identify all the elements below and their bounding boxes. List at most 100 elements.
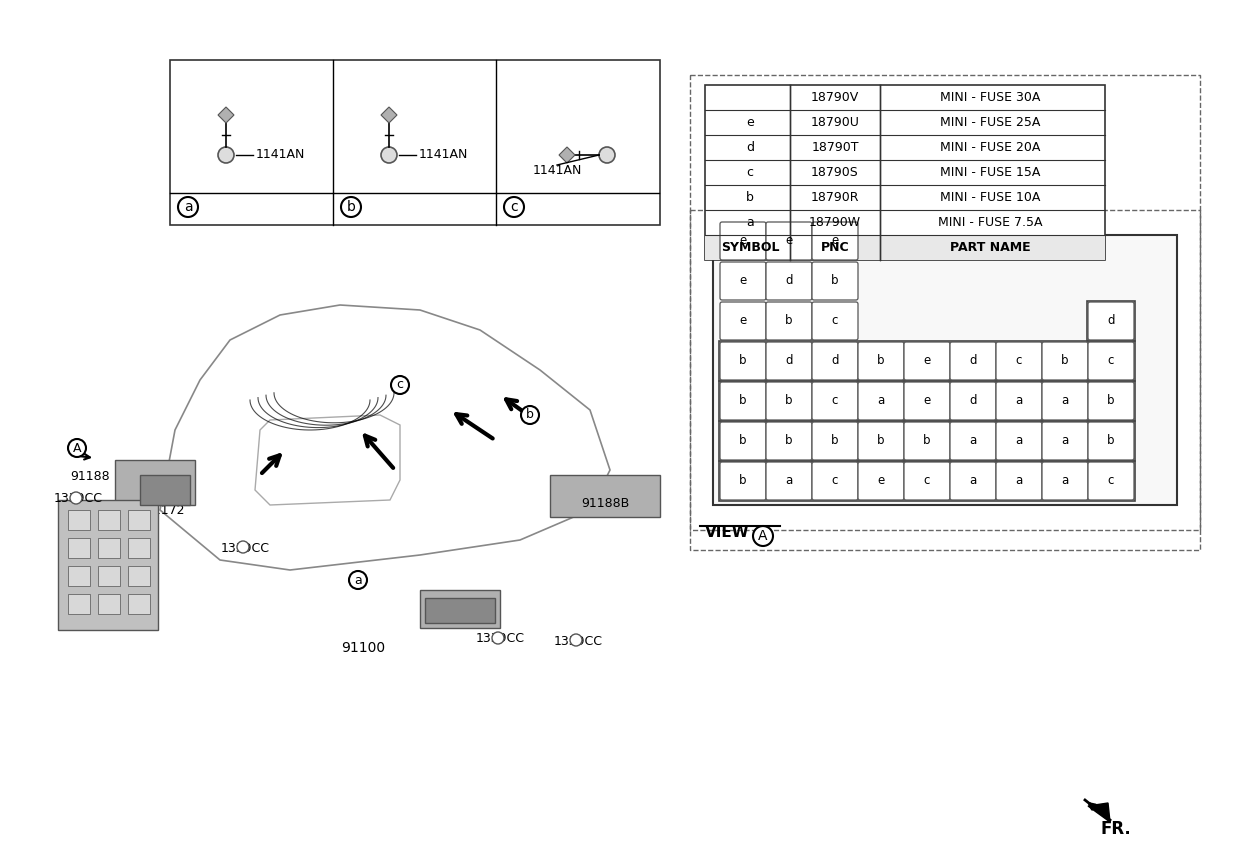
Text: a: a <box>1061 394 1069 408</box>
Text: b: b <box>924 434 931 448</box>
Text: a: a <box>878 394 884 408</box>
Text: c: c <box>510 200 518 214</box>
Bar <box>128 538 150 558</box>
Bar <box>551 475 660 517</box>
Bar <box>68 594 91 614</box>
FancyBboxPatch shape <box>858 382 904 420</box>
Text: b: b <box>785 394 792 408</box>
FancyBboxPatch shape <box>950 422 996 460</box>
Text: 91188B: 91188B <box>580 497 629 510</box>
Bar <box>140 475 190 505</box>
FancyBboxPatch shape <box>996 422 1042 460</box>
FancyBboxPatch shape <box>766 262 812 300</box>
FancyBboxPatch shape <box>1042 422 1087 460</box>
Text: 91172: 91172 <box>145 504 185 517</box>
FancyBboxPatch shape <box>720 382 766 420</box>
Text: d: d <box>785 354 792 367</box>
Circle shape <box>68 439 86 457</box>
Text: a: a <box>1016 434 1023 448</box>
Text: e: e <box>739 235 746 248</box>
Text: 1141AN: 1141AN <box>532 164 582 176</box>
FancyBboxPatch shape <box>812 262 858 300</box>
Text: VIEW: VIEW <box>706 525 750 540</box>
FancyBboxPatch shape <box>950 462 996 500</box>
Text: MINI - FUSE 10A: MINI - FUSE 10A <box>940 191 1040 204</box>
Circle shape <box>521 406 539 424</box>
Text: a: a <box>1016 394 1023 408</box>
Bar <box>128 594 150 614</box>
Bar <box>98 510 120 530</box>
Text: b: b <box>1107 394 1115 408</box>
Text: a: a <box>184 200 192 214</box>
FancyBboxPatch shape <box>766 222 812 260</box>
Polygon shape <box>218 107 234 123</box>
FancyBboxPatch shape <box>996 462 1042 500</box>
FancyBboxPatch shape <box>1087 302 1135 340</box>
Circle shape <box>381 147 397 163</box>
Bar <box>689 210 1200 530</box>
Circle shape <box>503 197 525 217</box>
Bar <box>689 75 1200 550</box>
Bar <box>1087 301 1135 341</box>
Circle shape <box>237 541 249 553</box>
Text: MINI - FUSE 30A: MINI - FUSE 30A <box>940 91 1040 104</box>
Bar <box>68 566 91 586</box>
FancyBboxPatch shape <box>858 462 904 500</box>
Bar <box>128 566 150 586</box>
Circle shape <box>348 571 367 589</box>
Circle shape <box>179 197 198 217</box>
Text: b: b <box>1107 434 1115 448</box>
FancyBboxPatch shape <box>950 382 996 420</box>
Text: 18790V: 18790V <box>811 91 859 104</box>
Bar <box>98 538 120 558</box>
FancyBboxPatch shape <box>720 302 766 340</box>
Text: 1141AN: 1141AN <box>419 148 469 161</box>
Text: c: c <box>832 315 838 327</box>
Text: e: e <box>785 235 792 248</box>
Bar <box>719 341 1135 381</box>
Bar <box>713 235 1177 505</box>
FancyBboxPatch shape <box>858 422 904 460</box>
Circle shape <box>69 492 82 504</box>
FancyBboxPatch shape <box>904 422 950 460</box>
Text: c: c <box>832 394 838 408</box>
Text: d: d <box>785 275 792 287</box>
Circle shape <box>341 197 361 217</box>
Text: 1339CC: 1339CC <box>221 542 269 555</box>
Text: MINI - FUSE 25A: MINI - FUSE 25A <box>940 116 1040 129</box>
Text: e: e <box>924 394 931 408</box>
Text: 18790S: 18790S <box>811 166 859 179</box>
FancyBboxPatch shape <box>766 382 812 420</box>
Text: b: b <box>1061 354 1069 367</box>
Text: a: a <box>785 475 792 488</box>
FancyBboxPatch shape <box>1087 382 1135 420</box>
Polygon shape <box>559 147 575 163</box>
FancyBboxPatch shape <box>766 302 812 340</box>
Text: 1339CC: 1339CC <box>475 632 525 645</box>
Text: c: c <box>1016 354 1022 367</box>
Text: d: d <box>746 141 754 154</box>
Text: b: b <box>831 434 838 448</box>
Text: b: b <box>526 409 534 421</box>
Bar <box>719 421 1135 461</box>
Text: e: e <box>739 275 746 287</box>
Bar <box>98 594 120 614</box>
Circle shape <box>570 634 582 646</box>
Text: a: a <box>970 475 977 488</box>
FancyBboxPatch shape <box>766 462 812 500</box>
FancyBboxPatch shape <box>1042 462 1087 500</box>
FancyBboxPatch shape <box>1042 382 1087 420</box>
Text: c: c <box>397 378 403 392</box>
FancyBboxPatch shape <box>812 422 858 460</box>
Bar <box>719 381 1135 421</box>
Text: e: e <box>831 235 838 248</box>
Text: a: a <box>746 216 754 229</box>
Bar <box>420 590 500 628</box>
FancyBboxPatch shape <box>720 422 766 460</box>
Text: e: e <box>746 116 754 129</box>
Text: b: b <box>746 191 754 204</box>
Circle shape <box>753 526 773 546</box>
FancyBboxPatch shape <box>1087 462 1135 500</box>
Text: 18790W: 18790W <box>808 216 861 229</box>
Text: A: A <box>73 442 82 455</box>
